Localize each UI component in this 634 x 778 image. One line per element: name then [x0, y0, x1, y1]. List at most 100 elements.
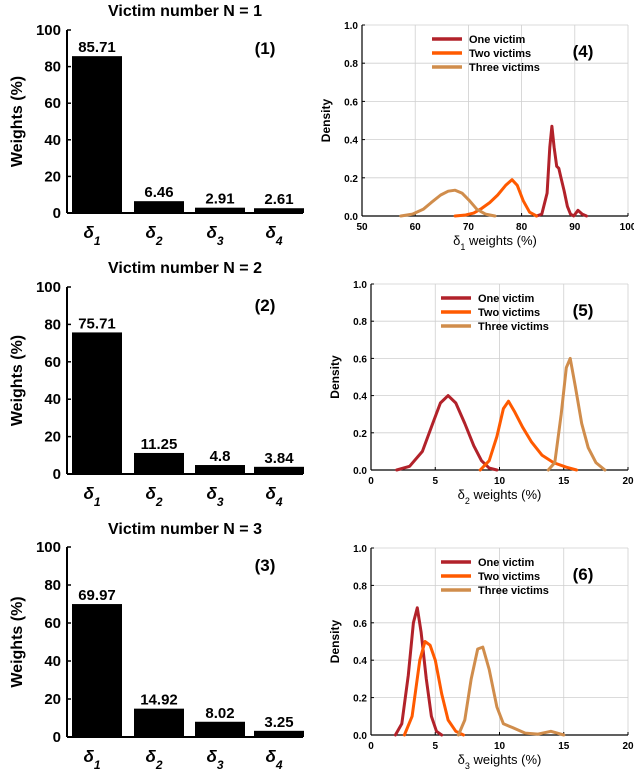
x-tick-label: δ3 [206, 747, 223, 772]
x-tick-label: 100 [620, 222, 634, 233]
y-axis-label: Density [328, 620, 342, 664]
bar [72, 604, 122, 737]
x-tick-label-subscript: 4 [275, 758, 283, 772]
bar [254, 208, 304, 213]
x-tick-label-subscript: 1 [94, 758, 101, 772]
x-tick-label-base: δ [265, 223, 276, 242]
y-tick-label: 40 [44, 653, 61, 670]
y-tick-label: 0.6 [344, 97, 358, 108]
bar-value-label: 6.46 [144, 184, 173, 201]
bar-chart-title: Victim number N = 2 [108, 260, 262, 277]
y-tick-label: 20 [44, 168, 61, 185]
bar-value-label: 2.61 [264, 191, 293, 208]
x-tick-label: δ4 [265, 223, 282, 248]
y-tick-label: 20 [44, 691, 61, 708]
x-axis-label-rest: weights (%) [465, 233, 537, 248]
y-tick-label: 1.0 [344, 21, 358, 32]
y-tick-label: 40 [44, 391, 61, 408]
panel-label: (3) [255, 556, 276, 575]
y-tick-label: 0.0 [344, 212, 358, 223]
y-tick-label: 0 [53, 205, 61, 222]
density-series-line [402, 640, 465, 737]
density-series-line [399, 188, 497, 218]
x-tick-label-subscript: 1 [94, 234, 101, 248]
x-tick-label: 20 [622, 741, 634, 752]
density-series-line [535, 124, 588, 218]
bar-value-label: 69.97 [78, 587, 116, 604]
legend-label: Three victims [478, 321, 549, 333]
bar-value-label: 14.92 [140, 692, 178, 709]
bar-value-label: 85.71 [78, 39, 116, 56]
y-axis-label: Weights (%) [9, 596, 26, 687]
legend-label: Three victims [469, 62, 540, 74]
y-tick-label: 0.8 [353, 581, 367, 592]
x-tick-label-base: δ [265, 747, 276, 766]
x-tick-label: 5 [432, 741, 438, 752]
bar [195, 465, 245, 474]
x-tick-label-base: δ [206, 747, 217, 766]
x-tick-label: 70 [463, 222, 475, 233]
x-tick-label: 10 [494, 476, 506, 487]
bar [134, 201, 184, 213]
x-tick-label-base: δ [83, 223, 94, 242]
x-tick-label: δ1 [83, 747, 100, 772]
x-tick-label-subscript: 3 [217, 758, 224, 772]
x-tick-label: δ4 [265, 747, 282, 772]
x-tick-label: δ4 [265, 484, 282, 509]
x-tick-label: 15 [558, 476, 570, 487]
y-tick-label: 0.6 [353, 354, 367, 365]
x-axis-label-subscript: 2 [465, 496, 470, 506]
x-axis-label-subscript: 1 [460, 242, 465, 252]
x-tick-label: 20 [622, 476, 634, 487]
x-tick-label-subscript: 2 [155, 495, 163, 509]
bar [134, 708, 184, 737]
x-tick-label-subscript: 1 [94, 495, 101, 509]
bar [254, 730, 304, 737]
bar-value-label: 3.84 [264, 450, 294, 467]
x-tick-label: δ3 [206, 223, 223, 248]
y-tick-label: 0.8 [353, 317, 367, 328]
y-tick-label: 0.4 [353, 392, 367, 403]
x-tick-label: δ2 [145, 484, 162, 509]
density-series-line [453, 178, 538, 218]
x-tick-label-base: δ [145, 747, 156, 766]
x-tick-label: δ2 [145, 747, 162, 772]
x-tick-label: 10 [494, 741, 506, 752]
x-tick-label-base: δ [83, 747, 94, 766]
x-tick-label-subscript: 3 [217, 234, 224, 248]
x-tick-label-base: δ [206, 484, 217, 503]
x-tick-label: 50 [356, 222, 368, 233]
x-tick-label: δ1 [83, 223, 100, 248]
y-axis-label: Density [328, 355, 342, 399]
bar-value-label: 4.8 [210, 448, 231, 465]
y-tick-label: 0 [53, 729, 61, 746]
x-axis-label-rest: weights (%) [470, 752, 542, 767]
panel-label: (5) [573, 301, 594, 320]
x-tick-label: 15 [558, 741, 570, 752]
x-tick-label-subscript: 4 [275, 495, 283, 509]
y-tick-label: 0.2 [353, 429, 367, 440]
panel-label: (1) [255, 39, 276, 58]
x-axis-label-subscript: 3 [465, 761, 470, 771]
panel-label: (4) [573, 42, 594, 61]
y-tick-label: 1.0 [353, 544, 367, 555]
y-tick-label: 0 [53, 466, 61, 483]
legend-label: One victim [469, 34, 525, 46]
legend-label: One victim [478, 293, 534, 305]
y-axis-label: Density [319, 99, 333, 143]
bar-value-label: 11.25 [141, 436, 178, 453]
x-tick-label-subscript: 3 [217, 495, 224, 509]
bar [134, 452, 184, 474]
panel-label: (6) [573, 565, 594, 584]
bar [195, 207, 245, 213]
y-tick-label: 80 [44, 316, 61, 333]
bar-chart-title: Victim number N = 1 [108, 3, 262, 20]
x-axis-label: δ2 weights (%) [458, 487, 542, 506]
y-tick-label: 0.4 [344, 136, 358, 147]
x-tick-label-subscript: 2 [155, 234, 163, 248]
x-tick-label: δ2 [145, 223, 162, 248]
x-tick-label-base: δ [83, 484, 94, 503]
x-tick-label-subscript: 2 [155, 758, 163, 772]
x-tick-label: 5 [432, 476, 438, 487]
